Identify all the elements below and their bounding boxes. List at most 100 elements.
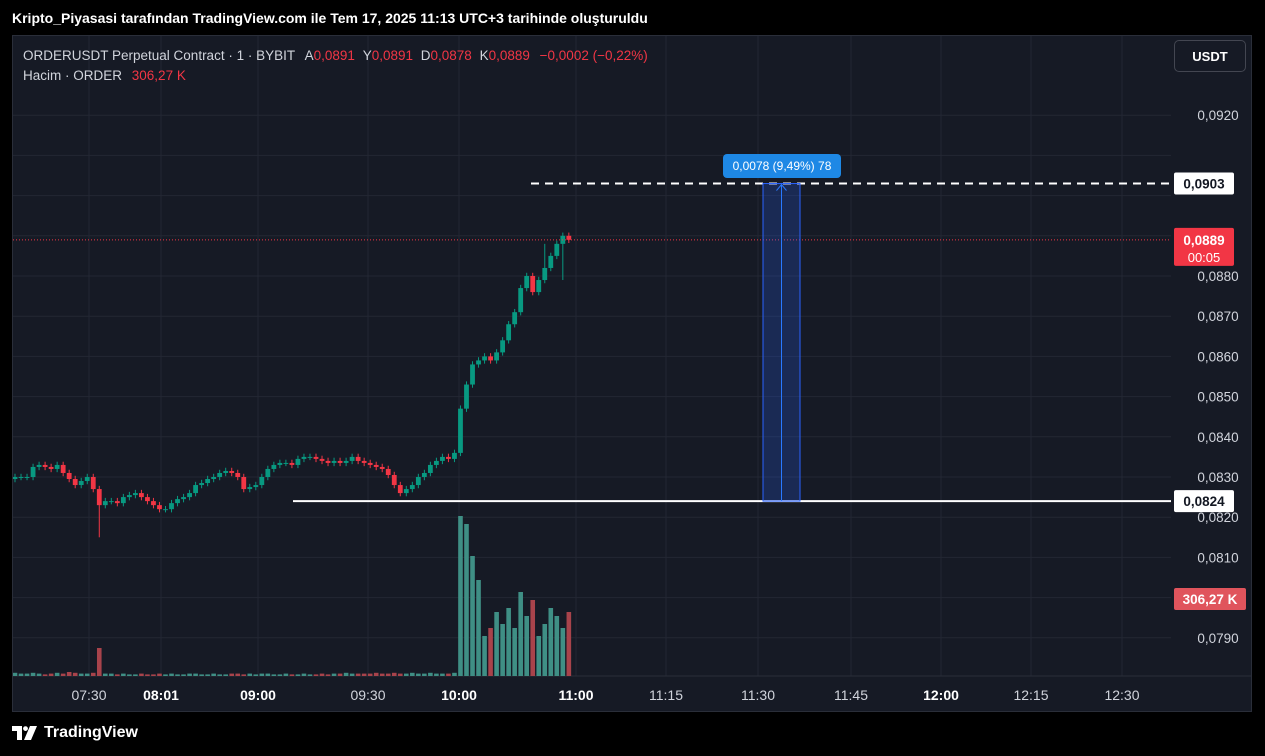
time-axis: 07:30 08:01 09:00 09:30 10:00 11:00 11:15 11:30… (71, 687, 1139, 703)
candle-body (434, 460, 439, 465)
chart-caption: Kripto_Piyasasi tarafından TradingView.c… (12, 10, 648, 26)
candle-body (337, 460, 343, 463)
candle-body (235, 472, 241, 477)
candle-body (367, 462, 373, 465)
candle-body (476, 360, 481, 365)
candle-body (500, 340, 506, 353)
candle-body (403, 489, 409, 494)
volume-bar (72, 672, 78, 676)
candle-body (163, 509, 168, 511)
volume-bar (536, 636, 542, 676)
symbol-label[interactable]: ORDERUSDT Perpetual Contract · 1 · BYBIT (23, 48, 295, 63)
currency-button[interactable]: USDT (1174, 40, 1246, 72)
candle-body (271, 464, 277, 469)
volume-bar (476, 580, 481, 676)
volume-bar (566, 612, 572, 676)
volume-bar (60, 673, 66, 676)
candle-body (343, 460, 349, 463)
price-tick-label: 0,0920 (1197, 108, 1238, 123)
high-label: Y (362, 48, 372, 63)
volume-bar (500, 624, 505, 676)
high-price-tag-box (1174, 172, 1234, 195)
volume-bar (205, 674, 210, 676)
volume-bar (127, 674, 132, 676)
candles (13, 232, 572, 538)
volume-bar (241, 674, 247, 676)
volume-bar (446, 673, 451, 676)
candle-body (427, 464, 433, 473)
chart-panel[interactable]: 0,0078 (9,49%) 78 0,0790 0,0810 0,0820 0,08… (12, 35, 1252, 712)
candle-body (470, 364, 475, 385)
volume-bar (518, 592, 523, 676)
low-value: 0,0878 (430, 48, 472, 63)
candle-body (60, 464, 66, 473)
candle-body (283, 462, 289, 464)
volume-bar (253, 674, 259, 676)
candle-body (187, 493, 192, 498)
candle-body (169, 503, 174, 510)
volume-bar (139, 673, 144, 676)
volume-label[interactable]: Hacim · ORDER (23, 68, 123, 83)
measure-label-box (723, 154, 841, 178)
measure-label: 0,0078 (9,49%) 78 (733, 159, 832, 173)
open-value: 0,0891 (313, 48, 355, 63)
volume-bar (265, 673, 271, 676)
volume-bar (512, 628, 517, 676)
volume-bar (349, 673, 355, 676)
change-value: −0,0002 (−0,22%) (539, 48, 648, 63)
volume-bar (54, 672, 60, 676)
volume-bar (48, 673, 54, 676)
candle-body (518, 288, 524, 313)
candle-body (482, 356, 487, 361)
time-tick-label: 10:00 (441, 687, 477, 703)
candle-body (217, 472, 223, 477)
candle-body (133, 493, 138, 496)
volume-bar (554, 616, 560, 676)
candle-body (205, 479, 211, 484)
candle-body (211, 477, 217, 480)
candle-body (313, 456, 319, 459)
candle-body (530, 276, 536, 293)
price-chart[interactable]: 0,0078 (9,49%) 78 0,07900,08100,08200,08… (13, 36, 1252, 712)
candle-body (524, 276, 530, 289)
volume-bar (115, 674, 120, 676)
candle-body (223, 470, 229, 473)
volume-bar (187, 673, 192, 676)
price-tick-label: 0,0850 (1197, 390, 1238, 405)
price-axis: 0,0790 0,0810 0,0820 0,0830 0,0840 0,0850 0,08… (1174, 108, 1246, 646)
volume-bar (18, 673, 24, 676)
measure-arrow-head (776, 183, 787, 191)
volume-bar (361, 673, 367, 676)
volume-bar (458, 516, 463, 676)
volume-row: Hacim · ORDER 306,27 K (23, 66, 648, 86)
candle-body (157, 505, 162, 510)
volume-bar (452, 672, 457, 676)
volume-bar (163, 674, 168, 676)
candle-body (391, 474, 397, 486)
time-tick-label: 08:01 (143, 687, 179, 703)
tradingview-logo[interactable]: TradingView (12, 724, 138, 742)
candle-body (409, 485, 415, 490)
volume-bar (103, 673, 108, 676)
volume-bar (217, 674, 222, 676)
volume-bar (90, 672, 96, 676)
chart-legend: ORDERUSDT Perpetual Contract · 1 · BYBIT… (23, 46, 648, 86)
candle-body (199, 483, 205, 486)
candle-body (151, 501, 156, 506)
volume-bar (343, 672, 349, 676)
volume-bar (175, 674, 180, 676)
candle-body (536, 280, 542, 293)
candle-body (96, 489, 102, 506)
candle-body (175, 499, 180, 504)
candle-body (289, 462, 295, 465)
candle-body (126, 495, 132, 498)
candle-body (120, 497, 126, 504)
high-value: 0,0891 (371, 48, 413, 63)
volume-bar (470, 556, 475, 676)
tradingview-logo-icon (12, 726, 37, 740)
close-value: 0,0889 (488, 48, 530, 63)
candle-body (193, 485, 198, 494)
candle-body (554, 243, 560, 256)
candle-body (265, 468, 271, 477)
candle-body (229, 470, 235, 473)
